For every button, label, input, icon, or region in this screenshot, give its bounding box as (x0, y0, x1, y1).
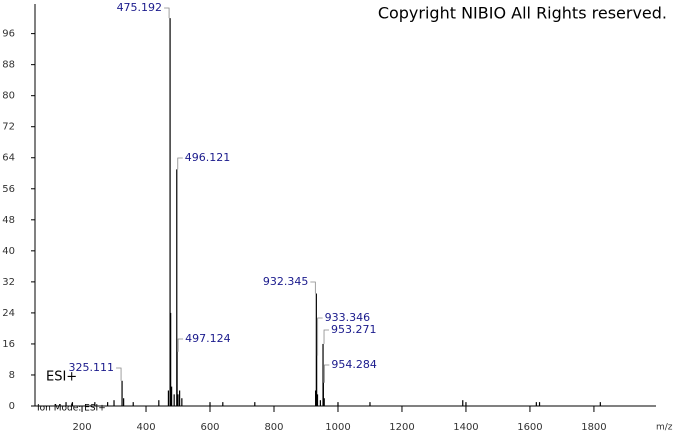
y-tick-label: 32 (2, 277, 15, 288)
x-axis-label: m/z (656, 423, 673, 433)
y-tick-label: 88 (2, 60, 15, 71)
label-leader (177, 157, 183, 170)
y-tick-label: 96 (2, 29, 15, 40)
y-tick-label: 0 (9, 401, 15, 412)
y-tick-label: 24 (2, 308, 15, 319)
y-tick-label: 72 (2, 122, 15, 133)
x-tick-label: 1200 (389, 422, 414, 433)
peak-label: 325.111 (69, 361, 115, 374)
peak-label: 954.284 (331, 358, 377, 371)
y-tick-label: 48 (2, 215, 15, 226)
y-tick-label: 56 (2, 184, 15, 195)
x-tick-label: 800 (264, 422, 283, 433)
x-tick-label: 1800 (581, 422, 606, 433)
y-tick-label: 80 (2, 91, 15, 102)
x-tick-label: 600 (200, 422, 219, 433)
label-leader (323, 364, 330, 383)
peak-label: 932.345 (263, 275, 309, 288)
copyright: Copyright NIBIO All Rights reserved. (378, 4, 667, 23)
ion-annotation: ESI+ (46, 370, 77, 385)
ion-mode: Ion Mode: ESI+ (37, 404, 106, 414)
peak-label: 497.124 (185, 332, 231, 345)
label-leader (177, 338, 184, 352)
label-leader (116, 367, 122, 381)
y-tick-label: 40 (2, 246, 15, 257)
peak-label: 953.271 (331, 323, 377, 336)
x-tick-label: 1400 (453, 422, 478, 433)
label-leader (164, 7, 170, 19)
x-tick-label: 200 (72, 422, 91, 433)
peak-label: 475.192 (117, 1, 163, 14)
y-tick-label: 16 (2, 339, 15, 350)
peak-label: 496.121 (185, 151, 231, 164)
label-leader (317, 317, 323, 356)
label-leader (310, 281, 316, 294)
y-tick-label: 64 (2, 153, 15, 164)
peak-label: 933.346 (325, 311, 371, 324)
y-tick-label: 8 (9, 370, 15, 381)
x-tick-label: 400 (136, 422, 155, 433)
label-leader (323, 329, 330, 344)
x-tick-label: 1000 (325, 422, 350, 433)
x-tick-label: 1600 (517, 422, 542, 433)
